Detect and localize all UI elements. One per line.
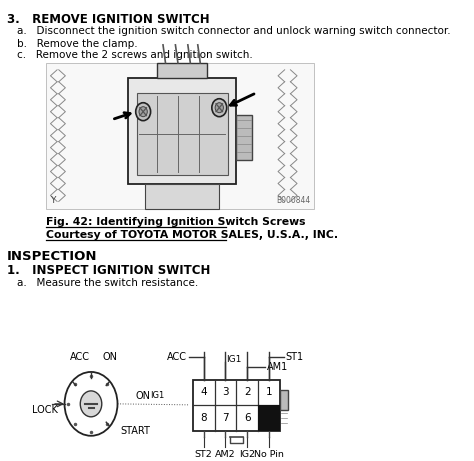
Text: b.   Remove the clamp.: b. Remove the clamp. (17, 39, 137, 49)
Text: B000844: B000844 (276, 196, 310, 206)
Text: IG1: IG1 (151, 391, 165, 401)
Text: ON: ON (136, 391, 151, 401)
Text: 7: 7 (222, 413, 228, 423)
Text: 3.   REMOVE IGNITION SWITCH: 3. REMOVE IGNITION SWITCH (7, 13, 209, 26)
Circle shape (139, 106, 147, 117)
Text: ACC: ACC (167, 352, 187, 362)
Text: a.   Disconnect the ignition switch connector and unlock warning switch connecto: a. Disconnect the ignition switch connec… (17, 26, 450, 36)
Text: a.   Measure the switch resistance.: a. Measure the switch resistance. (17, 278, 198, 288)
Bar (46, 63, 314, 209)
Text: 3: 3 (222, 387, 228, 397)
Text: Y: Y (50, 196, 55, 206)
Circle shape (212, 99, 227, 117)
Text: AM2: AM2 (215, 450, 236, 459)
Circle shape (64, 372, 118, 436)
Bar (258, 405, 280, 431)
Circle shape (80, 391, 102, 417)
Circle shape (215, 103, 223, 112)
Text: AM1: AM1 (267, 362, 288, 372)
Bar (193, 380, 280, 431)
Text: IG1: IG1 (226, 355, 242, 365)
Text: 6: 6 (244, 413, 250, 423)
Text: Fig. 42: Identifying Ignition Switch Screws: Fig. 42: Identifying Ignition Switch Scr… (46, 218, 305, 227)
Bar (280, 390, 288, 410)
Text: LOCK: LOCK (32, 405, 58, 415)
Bar (236, 115, 252, 160)
Text: START: START (120, 426, 150, 436)
Circle shape (136, 103, 151, 121)
Text: Courtesy of TOYOTA MOTOR SALES, U.S.A., INC.: Courtesy of TOYOTA MOTOR SALES, U.S.A., … (46, 230, 337, 240)
Text: 8: 8 (201, 413, 207, 423)
Bar (128, 78, 236, 184)
Text: IG2: IG2 (239, 450, 255, 459)
Bar (145, 184, 219, 209)
Text: 4: 4 (201, 387, 207, 397)
Text: No Pin: No Pin (254, 450, 284, 459)
Bar (157, 63, 207, 78)
Text: c.   Remove the 2 screws and ignition switch.: c. Remove the 2 screws and ignition swit… (17, 50, 252, 60)
Text: 1: 1 (265, 387, 272, 397)
Bar (137, 93, 228, 175)
Text: ON: ON (102, 352, 118, 362)
Text: ST1: ST1 (285, 352, 303, 362)
Text: ACC: ACC (69, 352, 90, 362)
Text: INSPECTION: INSPECTION (7, 250, 97, 263)
Text: 2: 2 (244, 387, 250, 397)
Text: 1.   INSPECT IGNITION SWITCH: 1. INSPECT IGNITION SWITCH (7, 264, 210, 277)
Text: ST2: ST2 (195, 450, 212, 459)
